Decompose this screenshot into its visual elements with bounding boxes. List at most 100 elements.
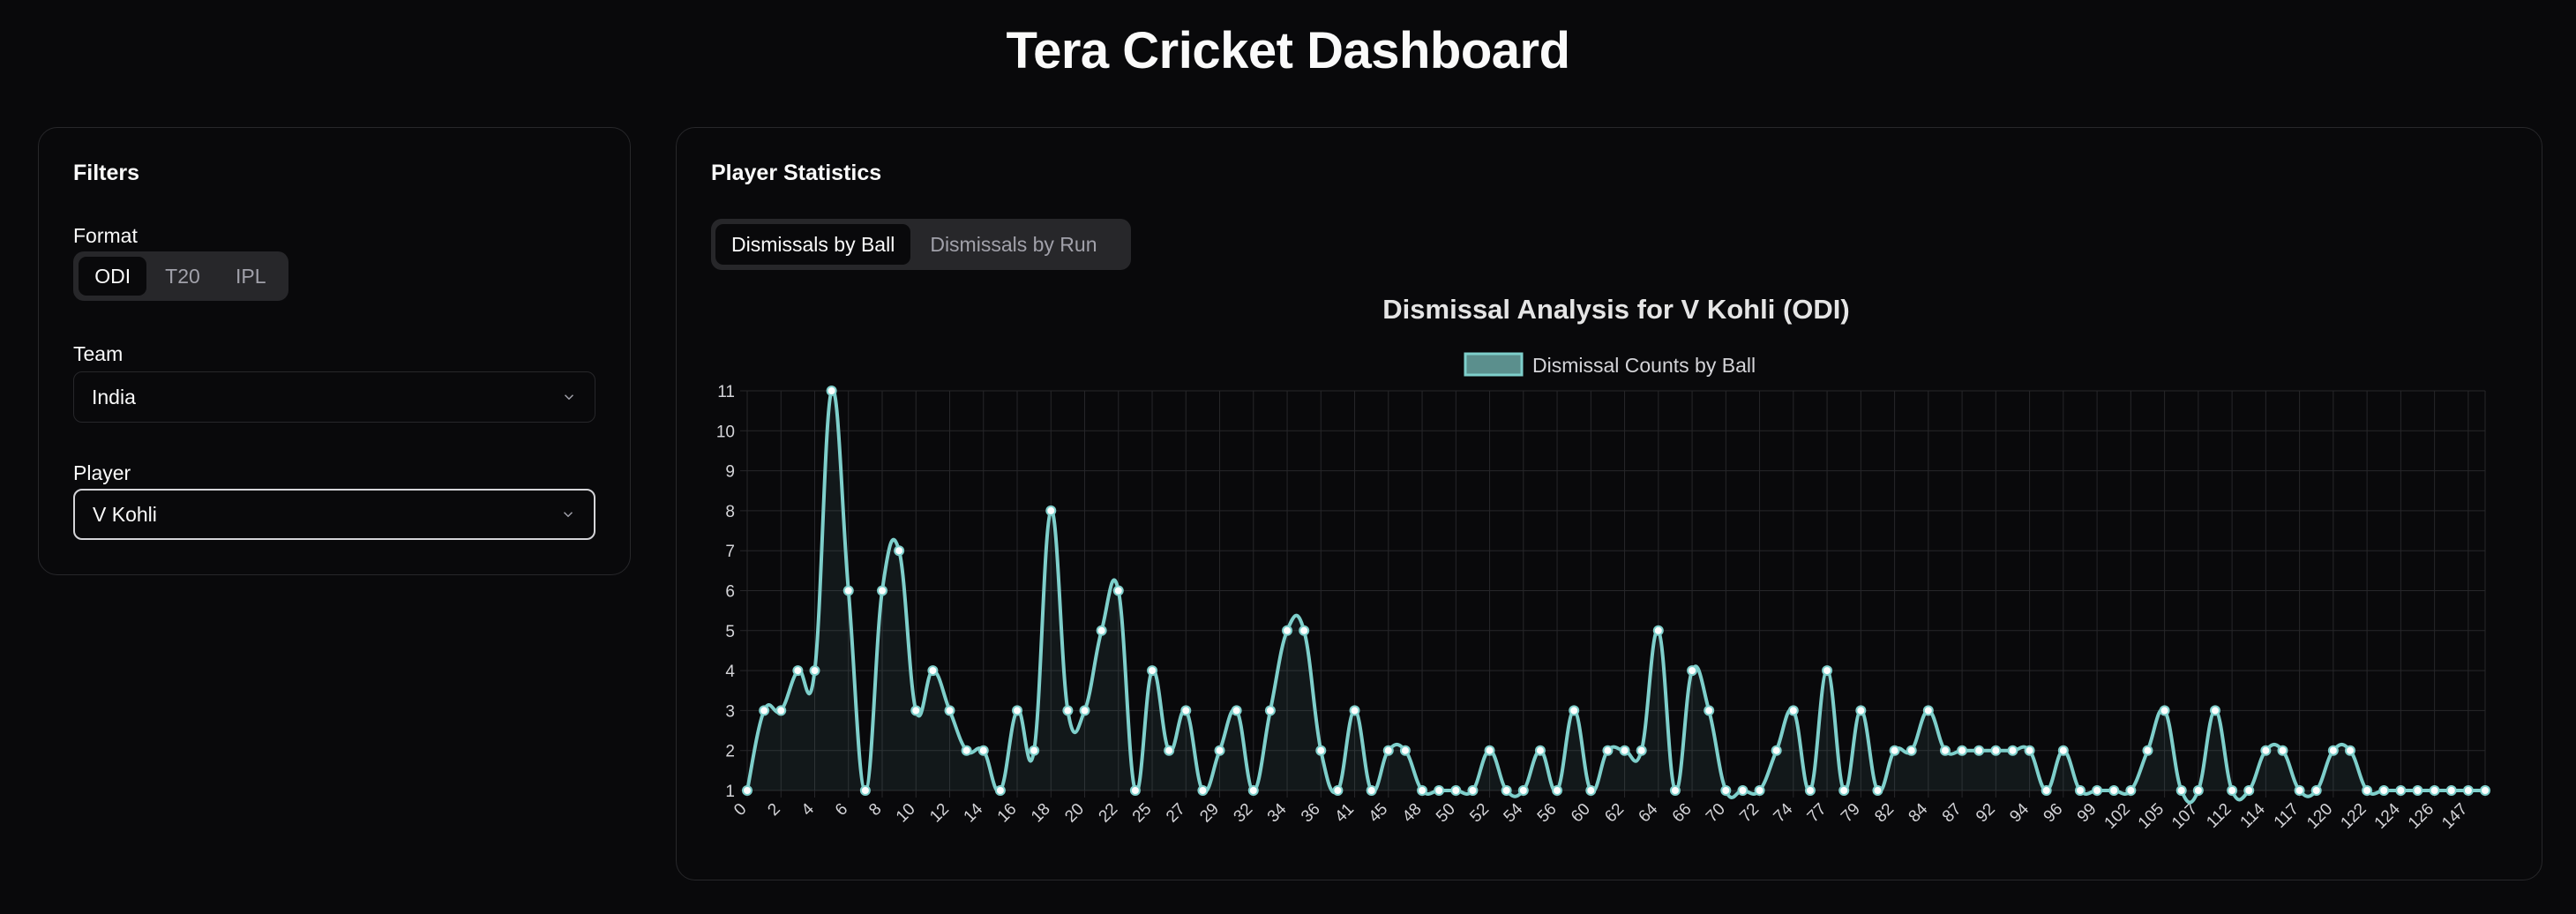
x-tick-label: 122 <box>2337 800 2370 833</box>
data-point <box>759 705 770 716</box>
data-point <box>2445 785 2457 796</box>
x-tick-label: 66 <box>1669 800 1696 827</box>
data-point <box>1569 705 1580 716</box>
x-tick-label: 87 <box>1939 800 1966 827</box>
data-point <box>2192 785 2204 796</box>
data-point <box>1315 745 1327 756</box>
data-point <box>2024 745 2035 756</box>
data-point <box>1299 625 1310 636</box>
x-tick-label: 18 <box>1028 800 1054 827</box>
data-point <box>1585 785 1597 796</box>
data-point <box>2362 785 2373 796</box>
x-tick-label: 4 <box>798 799 819 820</box>
x-tick-label: 22 <box>1096 800 1122 827</box>
data-point <box>1771 745 1782 756</box>
data-point <box>1517 785 1529 796</box>
tab-dismissals-by-run[interactable]: Dismissals by Run <box>930 232 1097 256</box>
data-point <box>1247 785 1259 796</box>
tab-dismissals-by-ball[interactable]: Dismissals by Ball <box>715 224 911 265</box>
x-tick-label: 52 <box>1466 800 1493 827</box>
player-select[interactable]: V Kohli <box>73 489 595 540</box>
player-label: Player <box>73 461 131 484</box>
series-area <box>747 389 2485 803</box>
data-point <box>2125 785 2137 796</box>
data-point <box>1062 705 1074 716</box>
data-point <box>2412 785 2423 796</box>
format-toggle-group: ODI T20 IPL <box>73 251 288 301</box>
dismissal-chart: Dismissal Analysis for V Kohli (ODI) Dism… <box>716 294 2490 833</box>
page-title: Tera Cricket Dashboard <box>1006 22 1570 79</box>
data-point <box>894 545 905 557</box>
x-tick-label: 14 <box>961 799 987 826</box>
team-select[interactable]: India <box>73 371 595 423</box>
format-option-t20[interactable]: T20 <box>165 264 200 288</box>
data-point <box>2108 785 2120 796</box>
x-tick-label: 77 <box>1804 800 1831 827</box>
data-point <box>1534 745 1546 756</box>
y-tick-label: 3 <box>725 702 735 721</box>
data-point <box>1872 785 1883 796</box>
data-point <box>2294 785 2305 796</box>
data-point <box>1922 705 1934 716</box>
data-point <box>1737 785 1749 796</box>
data-point <box>1501 785 1512 796</box>
data-point <box>1147 665 1158 677</box>
data-point <box>2378 785 2390 796</box>
data-point <box>1838 785 1850 796</box>
x-tick-label: 8 <box>865 800 885 820</box>
x-tick-label: 6 <box>832 800 851 820</box>
x-tick-label: 84 <box>1906 799 1932 826</box>
data-point <box>1552 785 1563 796</box>
chart-tabs: Dismissals by Ball Dismissals by Run <box>711 219 1131 270</box>
data-point <box>2395 785 2407 796</box>
data-point <box>2227 785 2238 796</box>
data-point <box>1636 745 1647 756</box>
data-point <box>1096 625 1107 636</box>
data-point <box>826 386 837 396</box>
player-select-value: V Kohli <box>93 502 157 526</box>
data-point <box>2480 785 2490 796</box>
team-label: Team <box>73 342 124 365</box>
format-option-ipl[interactable]: IPL <box>236 264 266 288</box>
data-point <box>2310 785 2322 796</box>
data-point <box>2092 785 2103 796</box>
y-tick-label: 1 <box>725 783 735 801</box>
x-tick-label: 62 <box>1601 800 1628 827</box>
chevron-down-icon <box>564 394 574 401</box>
data-point <box>1704 705 1715 716</box>
x-tick-label: 99 <box>2074 800 2100 827</box>
format-option-odi[interactable]: ODI <box>79 257 147 296</box>
data-point <box>1450 785 1462 796</box>
data-point <box>842 585 854 596</box>
x-tick-label: 41 <box>1331 800 1358 827</box>
player-statistics-card: Player Statistics Dismissals by Ball Dis… <box>676 127 2542 880</box>
data-point <box>961 745 972 756</box>
data-point <box>1467 785 1479 796</box>
chart-title: Dismissal Analysis for V Kohli (ODI) <box>1382 294 1849 325</box>
data-point <box>1434 785 1445 796</box>
data-point <box>1197 785 1209 796</box>
x-tick-label: 82 <box>1871 800 1898 827</box>
data-point <box>1619 745 1630 756</box>
data-point <box>2175 785 2187 796</box>
data-point <box>1180 705 1192 716</box>
x-tick-label: 20 <box>1061 800 1088 827</box>
data-point <box>2041 785 2052 796</box>
data-point <box>775 705 787 716</box>
data-point <box>1264 705 1276 716</box>
chevron-down-icon <box>563 512 573 518</box>
y-tick-label: 7 <box>725 543 735 561</box>
x-tick-label: 48 <box>1399 800 1426 827</box>
data-point <box>2277 745 2288 756</box>
data-point <box>2142 745 2153 756</box>
data-point <box>927 665 939 677</box>
x-tick-label: 107 <box>2168 800 2201 833</box>
x-tick-label: 112 <box>2203 800 2235 832</box>
data-point <box>944 705 955 716</box>
data-point <box>1906 745 1917 756</box>
data-point <box>1484 745 1495 756</box>
data-point <box>2260 745 2272 756</box>
data-point <box>1382 745 1394 756</box>
data-point <box>1214 745 1225 756</box>
data-point <box>1889 745 1900 756</box>
